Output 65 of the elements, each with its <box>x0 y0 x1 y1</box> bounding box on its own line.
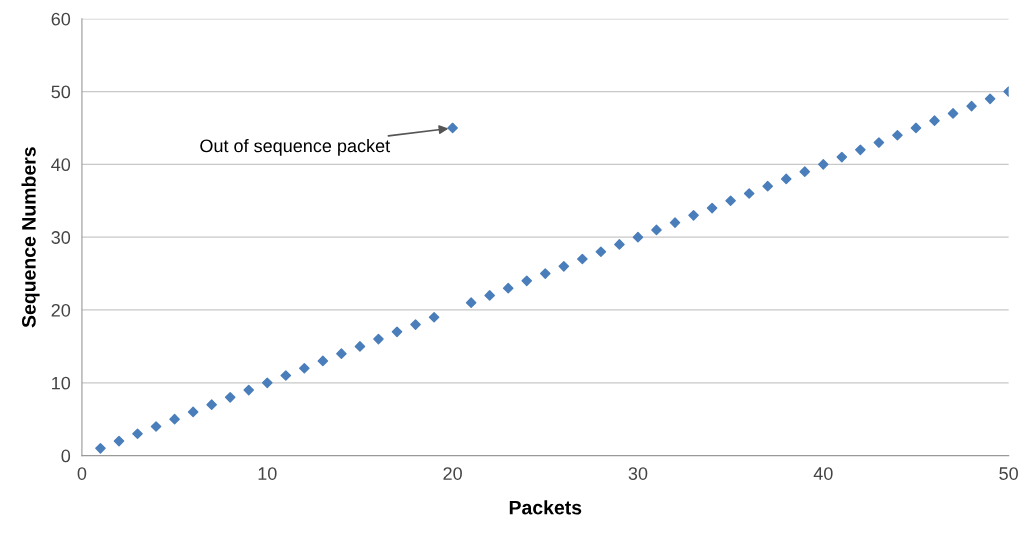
point <box>688 210 699 221</box>
point <box>261 377 273 389</box>
point <box>817 159 829 170</box>
point <box>539 268 551 279</box>
point <box>836 151 848 163</box>
point <box>391 326 403 338</box>
point <box>614 239 625 250</box>
point <box>410 319 421 330</box>
point <box>910 122 922 134</box>
point <box>799 166 811 177</box>
point <box>873 137 885 148</box>
x-tick-label: 50 <box>999 467 1018 480</box>
y-tick-label: 0 <box>61 449 71 463</box>
point <box>465 297 477 309</box>
y-tick-label: 30 <box>51 231 71 244</box>
point <box>651 224 662 236</box>
y-axis-title: Sequence Numbers <box>21 147 40 328</box>
point <box>632 231 644 243</box>
y-tick-label: 20 <box>51 303 71 317</box>
point <box>669 217 681 228</box>
point <box>354 341 366 352</box>
y-tick-label: 60 <box>51 12 71 26</box>
point <box>113 435 125 447</box>
x-tick-label: 20 <box>443 467 462 480</box>
point <box>336 348 347 359</box>
point <box>577 253 588 265</box>
point <box>243 384 255 396</box>
point <box>132 428 143 440</box>
point <box>929 115 940 126</box>
annotation: Out of sequence packet <box>200 139 390 156</box>
point <box>855 144 866 156</box>
point <box>502 282 514 294</box>
point <box>224 392 236 403</box>
point <box>947 108 959 119</box>
point <box>743 188 755 199</box>
point <box>150 421 162 432</box>
point <box>558 261 570 272</box>
y-tick-label: 50 <box>51 85 71 99</box>
point <box>187 406 199 418</box>
point <box>762 180 773 192</box>
point <box>706 202 718 214</box>
point <box>984 93 996 105</box>
point <box>95 443 106 454</box>
point <box>521 275 533 287</box>
point <box>780 173 792 185</box>
point <box>169 413 180 425</box>
point <box>447 122 458 134</box>
point <box>595 246 607 258</box>
x-tick-label: 40 <box>813 467 833 480</box>
point <box>317 355 329 367</box>
point <box>373 333 384 345</box>
point <box>280 370 292 381</box>
x-tick-label: 10 <box>258 467 277 480</box>
x-axis-title: Packets <box>509 500 582 515</box>
y-tick-label: 40 <box>51 158 71 172</box>
y-tick-label: 10 <box>52 376 71 390</box>
point <box>725 195 736 207</box>
x-tick-label: 0 <box>77 467 87 480</box>
x-tick-label: 30 <box>628 467 648 480</box>
point <box>484 290 495 301</box>
point <box>299 362 310 374</box>
point <box>966 100 977 112</box>
point <box>892 129 903 141</box>
point <box>428 311 440 323</box>
point <box>206 399 217 410</box>
